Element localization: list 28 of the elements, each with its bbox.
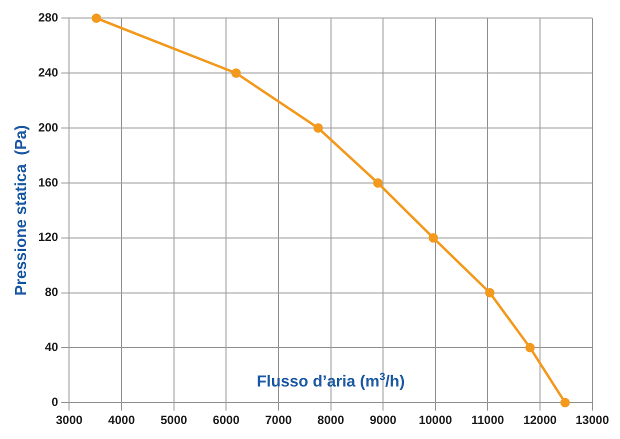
y-axis-title: Pressione statica (Pa) <box>13 125 30 296</box>
x-tick-label: 11000 <box>471 413 504 428</box>
y-tick-label: 40 <box>44 340 59 354</box>
point <box>485 288 495 298</box>
point <box>231 68 241 78</box>
x-tick-label: 3000 <box>56 413 83 428</box>
x-tick-label: 6000 <box>212 413 240 428</box>
x-tick-label: 9000 <box>370 413 397 428</box>
point <box>428 233 438 243</box>
y-tick-label: 160 <box>38 175 59 190</box>
y-tick-label: 200 <box>38 120 59 134</box>
point <box>313 123 323 133</box>
y-tick-label: 120 <box>38 230 59 244</box>
x-tick-label: 8000 <box>317 413 344 428</box>
x-tick-label: 5000 <box>160 413 188 428</box>
x-tick-label: 12000 <box>523 413 558 428</box>
x-tick-label: 7000 <box>265 413 292 428</box>
x-tick-label: 10000 <box>418 413 452 428</box>
y-tick-label: 80 <box>44 285 59 300</box>
point <box>525 342 535 352</box>
y-tick-label: 240 <box>38 65 59 80</box>
point <box>373 178 383 188</box>
x-tick-label: 13000 <box>576 413 610 428</box>
point <box>560 398 570 408</box>
x-tick-label: 4000 <box>108 413 136 428</box>
y-tick-label: 280 <box>38 10 59 25</box>
y-tick-label: 0 <box>52 394 59 409</box>
point <box>92 13 102 23</box>
